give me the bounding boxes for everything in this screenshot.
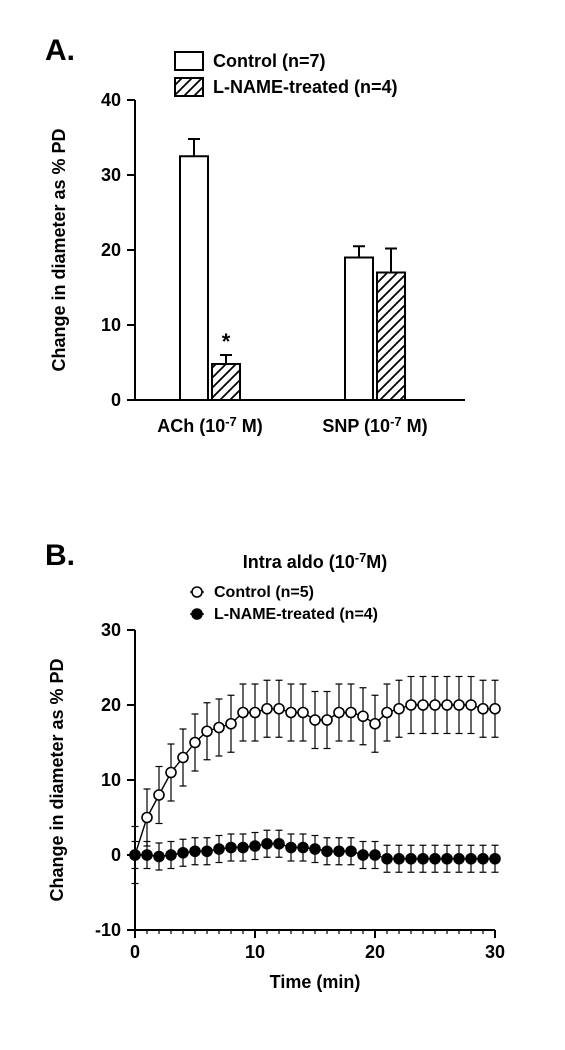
panel-b-marker	[238, 708, 248, 718]
panel-b-marker	[214, 723, 224, 733]
panel-b-marker	[442, 854, 452, 864]
panel-a-legend-swatch	[175, 78, 203, 96]
panel-a-bar	[377, 273, 405, 401]
panel-b-marker	[166, 850, 176, 860]
panel-a-group-label: ACh (10-7 M)	[157, 414, 263, 436]
panel-b-marker	[454, 700, 464, 710]
panel-b-marker	[286, 843, 296, 853]
panel-b-marker	[130, 850, 140, 860]
panel-b-marker	[154, 790, 164, 800]
panel-a-legend-label: L-NAME-treated (n=4)	[213, 77, 398, 97]
panel-b-ytick-label: 20	[101, 695, 121, 715]
panel-b-marker	[478, 704, 488, 714]
panel-a-ytick-label: 30	[101, 165, 121, 185]
panel-b-marker	[370, 719, 380, 729]
panel-b-legend-marker	[192, 609, 202, 619]
panel-b-marker	[430, 700, 440, 710]
panel-b-xtick-label: 0	[130, 942, 140, 962]
panel-a-ytick-label: 10	[101, 315, 121, 335]
panel-b-xtick-label: 30	[485, 942, 505, 962]
panel-b-marker	[382, 708, 392, 718]
panel-b-legend-marker	[192, 587, 202, 597]
panel-b-marker	[238, 843, 248, 853]
panel-b-marker	[250, 841, 260, 851]
panel-b-legend-label: Control (n=5)	[214, 584, 314, 601]
panel-b-marker	[382, 854, 392, 864]
panel-b-marker	[190, 738, 200, 748]
panel-b-marker	[346, 846, 356, 856]
panel-a-label: A.	[45, 34, 75, 67]
panel-b-marker	[250, 708, 260, 718]
panel-b-marker	[466, 854, 476, 864]
panel-b-marker	[394, 704, 404, 714]
panel-b-marker	[454, 854, 464, 864]
panel-b-marker	[310, 844, 320, 854]
panel-b-marker	[262, 839, 272, 849]
panel-b-ylabel: Change in diameter as % PD	[47, 658, 67, 901]
panel-a-ylabel: Change in diameter as % PD	[49, 128, 69, 371]
panel-b-marker	[262, 704, 272, 714]
panel-b-marker	[394, 854, 404, 864]
panel-b-marker	[406, 854, 416, 864]
panel-b-marker	[322, 846, 332, 856]
panel-a-bar	[180, 156, 208, 400]
panel-b-xtick-label: 20	[365, 942, 385, 962]
panel-a-bar	[345, 258, 373, 401]
panel-b-marker	[178, 753, 188, 763]
panel-b-marker	[166, 768, 176, 778]
figure-svg: A. 0 10 20 30 40 Change in diameter as % PD * AC…	[0, 0, 565, 1050]
panel-b-marker	[286, 708, 296, 718]
panel-b-marker	[418, 700, 428, 710]
panel-b-marker	[466, 700, 476, 710]
panel-b-marker	[346, 708, 356, 718]
panel-b-marker	[406, 700, 416, 710]
panel-b-marker	[334, 846, 344, 856]
panel-b-legend-label: L-NAME-treated (n=4)	[214, 606, 378, 623]
panel-b-marker	[298, 708, 308, 718]
panel-a-group-label: SNP (10-7 M)	[322, 414, 427, 436]
panel-b-ytick-label: 10	[101, 770, 121, 790]
panel-b-marker	[202, 846, 212, 856]
panel-b-marker	[358, 711, 368, 721]
panel-a-bar	[212, 364, 240, 400]
panel-b-marker	[334, 708, 344, 718]
panel-a-ytick-label: 0	[111, 390, 121, 410]
panel-b-marker	[178, 848, 188, 858]
panel-a-legend-label: Control (n=7)	[213, 51, 326, 71]
panel-b-marker	[418, 854, 428, 864]
panel-b-xtick-label: 10	[245, 942, 265, 962]
panel-b-marker	[430, 854, 440, 864]
panel-b-title: Intra aldo (10-7M)	[243, 550, 388, 572]
panel-b-ytick-label: -10	[95, 920, 121, 940]
panel-b-marker	[154, 852, 164, 862]
panel-b-ytick-label: 30	[101, 620, 121, 640]
panel-b-marker	[358, 850, 368, 860]
panel-b-marker	[226, 719, 236, 729]
panel-b-marker	[274, 704, 284, 714]
panel-b-marker	[202, 726, 212, 736]
panel-b-marker	[214, 844, 224, 854]
panel-b-marker	[490, 704, 500, 714]
figure-container: A. 0 10 20 30 40 Change in diameter as % PD * AC…	[0, 0, 565, 1050]
panel-b-marker	[442, 700, 452, 710]
panel-a-ytick-label: 20	[101, 240, 121, 260]
panel-b-label: B.	[45, 539, 75, 572]
panel-b-marker	[370, 850, 380, 860]
panel-b-ytick-label: 0	[111, 845, 121, 865]
panel-a-annotation: *	[222, 329, 231, 354]
panel-b-marker	[298, 843, 308, 853]
panel-b-marker	[226, 843, 236, 853]
panel-b-marker	[478, 854, 488, 864]
panel-b-marker	[190, 846, 200, 856]
panel-b-marker	[490, 854, 500, 864]
panel-b-marker	[310, 715, 320, 725]
panel-b-marker	[142, 813, 152, 823]
panel-a-legend-swatch	[175, 52, 203, 70]
panel-b-marker	[322, 715, 332, 725]
panel-b-xlabel: Time (min)	[270, 972, 361, 992]
panel-a-ytick-label: 40	[101, 90, 121, 110]
panel-b-marker	[274, 839, 284, 849]
panel-b-marker	[142, 850, 152, 860]
